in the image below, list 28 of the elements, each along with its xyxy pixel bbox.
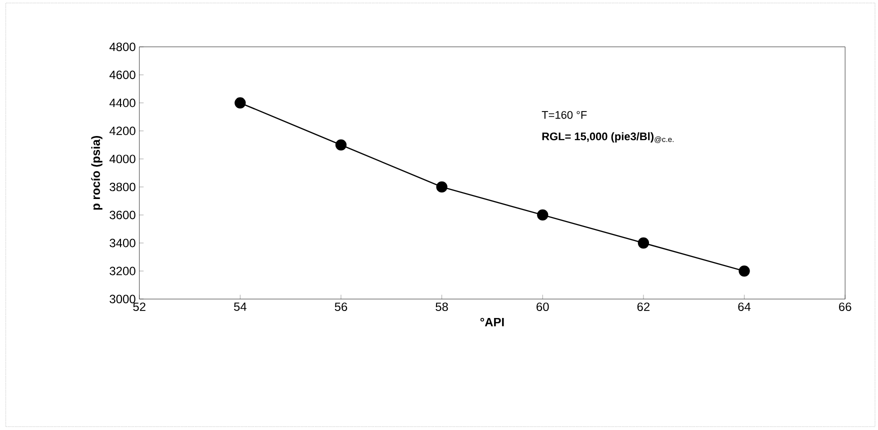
x-tick-label: 52 (133, 302, 146, 312)
x-tick-label: 64 (738, 302, 751, 312)
y-tick-label: 4600 (109, 70, 136, 80)
y-tick-label: 4400 (109, 98, 136, 108)
annotation: T=160 °F (542, 111, 587, 120)
x-tick-label: 62 (637, 302, 650, 312)
x-tick-label: 58 (436, 302, 448, 312)
y-tick-label: 3200 (110, 266, 136, 276)
point (638, 238, 650, 249)
y-tick-label: 4200 (109, 126, 136, 136)
point (537, 210, 548, 221)
annotation: RGL= 15,000 (pie3/Bl)$_{@c.e.}$ (542, 132, 674, 144)
point (436, 182, 448, 193)
y-tick-label: 3800 (110, 182, 136, 192)
point (234, 97, 246, 109)
x-axis-title: °API (480, 318, 504, 326)
x-tick-label: 60 (536, 302, 549, 312)
y-tick-label: 3600 (110, 210, 136, 220)
x-tick-label: 66 (839, 302, 852, 312)
point (738, 266, 750, 277)
x-tick-label: 54 (234, 302, 246, 312)
x-tick-label: 56 (334, 302, 348, 312)
y-tick-label: 3400 (110, 238, 136, 248)
y-tick-label: 4000 (109, 154, 136, 164)
y-axis-title: p rocío (psia) (91, 136, 102, 210)
y-tick-label: 4800 (109, 42, 136, 52)
y-tick-label: 3000 (110, 294, 136, 304)
point (335, 140, 347, 151)
